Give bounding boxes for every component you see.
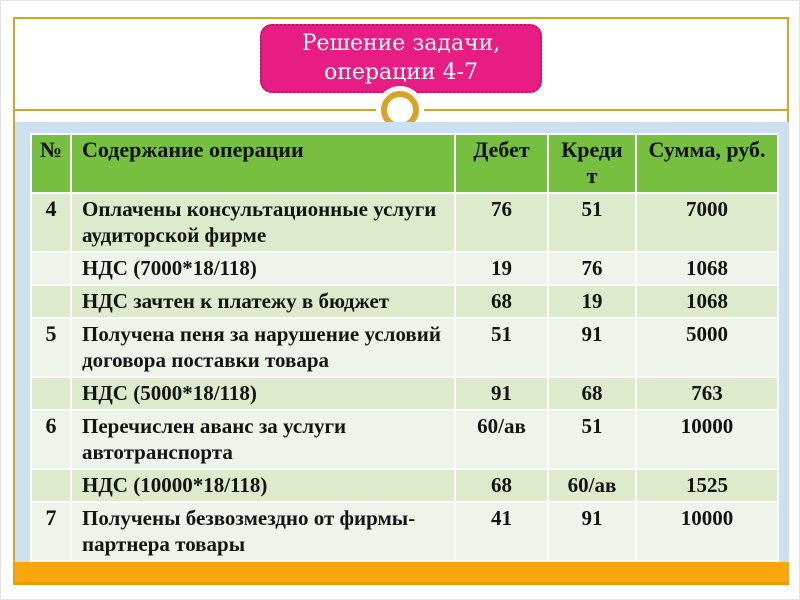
cell-debit: 76 <box>454 192 549 253</box>
cell-num: 4 <box>30 192 72 253</box>
table-row: НДС зачтен к платежу в бюджет 68 19 1068 <box>30 284 779 319</box>
column-header-credit: Кредит <box>547 133 637 194</box>
cell-credit: 76 <box>547 251 637 286</box>
operations-table: № Содержание операции Дебет Кредит Сумма… <box>30 133 779 562</box>
cell-content: Получены безвозмездно от фирмы-партнера … <box>70 501 456 562</box>
cell-amount: 1068 <box>635 284 779 319</box>
cell-num: 7 <box>30 501 72 562</box>
cell-credit: 91 <box>547 501 637 562</box>
cell-credit: 19 <box>547 284 637 319</box>
cell-content: НДС (5000*18/118) <box>70 376 456 411</box>
cell-content: НДС (10000*18/118) <box>70 468 456 503</box>
cell-debit: 60/ав <box>454 409 549 470</box>
table-row: 5 Получена пеня за нарушение условий дого… <box>30 317 779 378</box>
table-row: НДС (10000*18/118) 68 60/ав 1525 <box>30 468 779 503</box>
cell-debit: 68 <box>454 284 549 319</box>
table-row: НДС (5000*18/118) 91 68 763 <box>30 376 779 411</box>
cell-content: Перечислен аванс за услуги автотранспорт… <box>70 409 456 470</box>
operations-table-body: 4 Оплачены консультационные услуги аудито… <box>30 192 779 562</box>
slide-title: Решение задачи, операции 4-7 <box>301 31 501 85</box>
cell-amount: 7000 <box>635 192 779 253</box>
cell-content: НДС (7000*18/118) <box>70 251 456 286</box>
cell-debit: 68 <box>454 468 549 503</box>
cell-debit: 91 <box>454 376 549 411</box>
table-row: 6 Перечислен аванс за услуги автотранспор… <box>30 409 779 470</box>
cell-credit: 91 <box>547 317 637 378</box>
cell-credit: 51 <box>547 409 637 470</box>
cell-amount: 1068 <box>635 251 779 286</box>
cell-num <box>30 251 72 286</box>
cell-content: Оплачены консультационные услуги аудитор… <box>70 192 456 253</box>
cell-credit: 60/ав <box>547 468 637 503</box>
cell-credit: 51 <box>547 192 637 253</box>
cell-num <box>30 468 72 503</box>
table-row: НДС (7000*18/118) 19 76 1068 <box>30 251 779 286</box>
cell-debit: 41 <box>454 501 549 562</box>
cell-amount: 1525 <box>635 468 779 503</box>
cell-num <box>30 284 72 319</box>
table-row: 7 Получены безвозмездно от фирмы-партнера… <box>30 501 779 562</box>
cell-amount: 763 <box>635 376 779 411</box>
cell-num <box>30 376 72 411</box>
table-row: 4 Оплачены консультационные услуги аудито… <box>30 192 779 253</box>
cell-debit: 19 <box>454 251 549 286</box>
cell-amount: 10000 <box>635 501 779 562</box>
cell-credit: 68 <box>547 376 637 411</box>
cell-amount: 5000 <box>635 317 779 378</box>
column-header-number: № <box>30 133 72 194</box>
cell-amount: 10000 <box>635 409 779 470</box>
cell-content: Получена пеня за нарушение условий догов… <box>70 317 456 378</box>
footer-bar <box>15 562 789 585</box>
cell-num: 6 <box>30 409 72 470</box>
slide-title-box: Решение задачи, операции 4-7 <box>260 24 542 94</box>
cell-debit: 51 <box>454 317 549 378</box>
column-header-amount: Сумма, руб. <box>635 133 779 194</box>
cell-content: НДС зачтен к платежу в бюджет <box>70 284 456 319</box>
table-header-row: № Содержание операции Дебет Кредит Сумма… <box>30 133 779 194</box>
cell-num: 5 <box>30 317 72 378</box>
column-header-debit: Дебет <box>454 133 549 194</box>
column-header-content: Содержание операции <box>70 133 456 194</box>
